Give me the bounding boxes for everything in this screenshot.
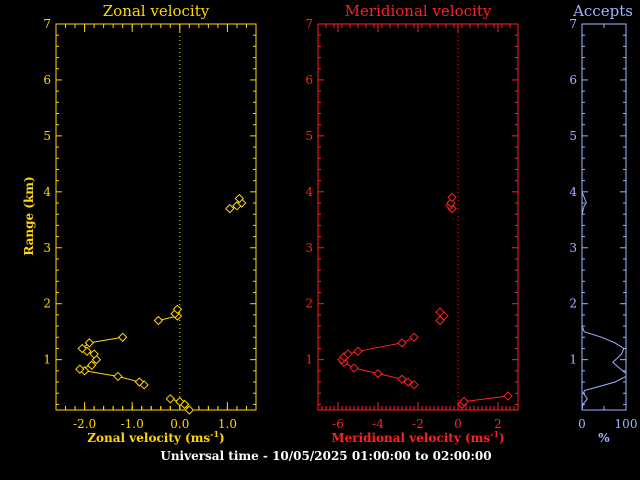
x-tick-label: 0.0 <box>170 417 189 431</box>
data-point <box>459 396 469 407</box>
x-tick-label: -1.0 <box>121 417 144 431</box>
profile-line <box>461 395 509 405</box>
data-point <box>89 349 99 359</box>
data-point <box>75 364 85 374</box>
zonal-plot-frame <box>55 23 257 411</box>
y-tick-label: 4 <box>43 185 51 199</box>
data-point <box>77 343 87 354</box>
accepts-plot-frame <box>581 23 627 411</box>
data-point <box>435 307 445 317</box>
y-tick-label: 4 <box>569 185 577 199</box>
data-point <box>87 360 97 370</box>
accepts-title: Accepts <box>572 2 633 20</box>
y-tick-label: 1 <box>305 353 313 367</box>
y-tick-label: 5 <box>569 129 577 143</box>
y-tick-label: 1 <box>569 353 577 367</box>
x-tick-label: 0 <box>578 417 586 431</box>
data-point <box>353 346 363 356</box>
zonal-xlabel: Zonal velocity (ms-1) <box>87 429 224 445</box>
zonal-panel: 1 2 3 4 5 6 7 -2.0 -1.0 0.0 1.0 <box>43 17 257 431</box>
y-tick-label: 2 <box>43 297 51 311</box>
y-tick-label: 4 <box>305 185 313 199</box>
data-point <box>134 377 145 387</box>
data-point <box>403 377 413 387</box>
y-tick-label: 3 <box>43 241 51 255</box>
y-tick-label: 3 <box>569 241 577 255</box>
data-point <box>397 338 407 348</box>
x-tick-label: -4 <box>372 417 384 431</box>
time-footer: Universal time - 10/05/2025 01:00:00 to … <box>160 449 491 463</box>
data-point <box>165 394 175 404</box>
y-tick-label: 2 <box>305 297 313 311</box>
data-point <box>373 368 383 379</box>
y-tick-label: 6 <box>43 73 51 87</box>
data-point <box>343 349 353 359</box>
data-point <box>234 193 245 204</box>
x-tick-label: 2 <box>494 417 502 431</box>
y-tick-label: 5 <box>43 129 51 143</box>
data-point <box>409 380 419 390</box>
y-tick-label: 7 <box>43 17 51 31</box>
data-point <box>84 338 95 348</box>
y-tick-label: 5 <box>305 129 313 143</box>
x-tick-label: 1.0 <box>218 417 237 431</box>
accepts-line <box>581 24 627 411</box>
y-tick-label: 7 <box>569 17 577 31</box>
data-point <box>153 315 164 326</box>
meridional-title: Meridional velocity <box>345 2 492 20</box>
y-tick-label: 2 <box>569 297 577 311</box>
y-tick-label: 7 <box>305 17 313 31</box>
x-tick-label: -2 <box>412 417 424 431</box>
data-point <box>447 192 457 203</box>
x-tick-label: 100 <box>615 417 638 431</box>
meridional-panel: 1 2 3 4 5 6 7 -6 -4 -2 0 2 <box>305 17 519 431</box>
data-point <box>225 203 235 214</box>
data-point <box>172 304 183 315</box>
x-tick-label: -6 <box>332 417 344 431</box>
y-tick-label: 3 <box>305 241 313 255</box>
y-tick-label: 6 <box>569 73 577 87</box>
accepts-xlabel: % <box>598 431 610 445</box>
data-point <box>397 374 407 384</box>
y-tick-label: 1 <box>43 353 51 367</box>
data-point <box>349 363 359 373</box>
data-point <box>503 391 513 401</box>
data-point <box>117 332 128 342</box>
meridional-xlabel: Meridional velocity (ms-1) <box>331 429 504 445</box>
accepts-panel: 1 2 3 4 5 6 7 0 100 <box>569 17 637 431</box>
range-ylabel: Range (km) <box>22 176 36 255</box>
data-point <box>175 396 185 407</box>
x-tick-label: -2.0 <box>73 417 96 431</box>
y-tick-label: 6 <box>305 73 313 87</box>
data-point <box>409 332 419 342</box>
data-point <box>113 371 123 382</box>
x-tick-label: 0 <box>454 417 462 431</box>
data-point <box>184 405 195 415</box>
zonal-title: Zonal velocity <box>103 2 210 20</box>
